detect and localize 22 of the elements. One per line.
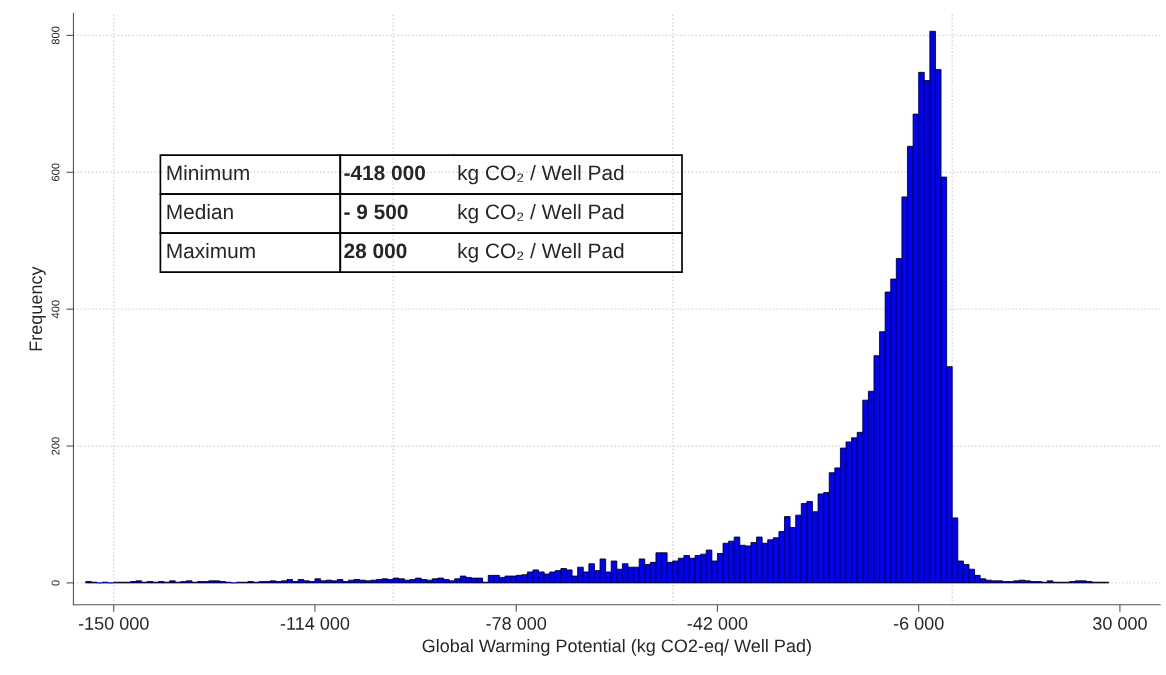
annotation: kg CO₂ / Well Pad xyxy=(458,242,624,263)
annotation: - 9 500 xyxy=(344,204,408,220)
annotation: Median xyxy=(167,203,233,220)
annotation: Minimum xyxy=(167,164,249,181)
annotation: 28 000 xyxy=(344,243,407,259)
x-tick-label: -78 000 xyxy=(486,617,547,630)
y-tick-label: 200 xyxy=(51,437,60,455)
x-tick-label: -150 000 xyxy=(78,617,149,630)
annotation: Maximum xyxy=(167,242,255,259)
y-tick-label: 600 xyxy=(51,163,60,181)
x-tick-label: -114 000 xyxy=(280,617,350,630)
y-tick-label: 800 xyxy=(51,26,60,45)
y-tick-label: 0 xyxy=(51,580,60,586)
annotation: -418 000 xyxy=(344,165,425,181)
x-tick-label: 30 000 xyxy=(1093,617,1147,630)
x-tick-label: -6 000 xyxy=(893,617,944,630)
annotation: kg CO₂ / Well Pad xyxy=(458,203,624,224)
y-axis-title: Frequency xyxy=(29,266,46,351)
y-tick-label: 400 xyxy=(51,300,60,319)
x-tick-label: -42 000 xyxy=(687,617,748,630)
x-axis-title: Global Warming Potential (kg CO2-eq/ Well Pad) xyxy=(422,638,811,656)
annotation: kg CO₂ / Well Pad xyxy=(458,164,624,185)
